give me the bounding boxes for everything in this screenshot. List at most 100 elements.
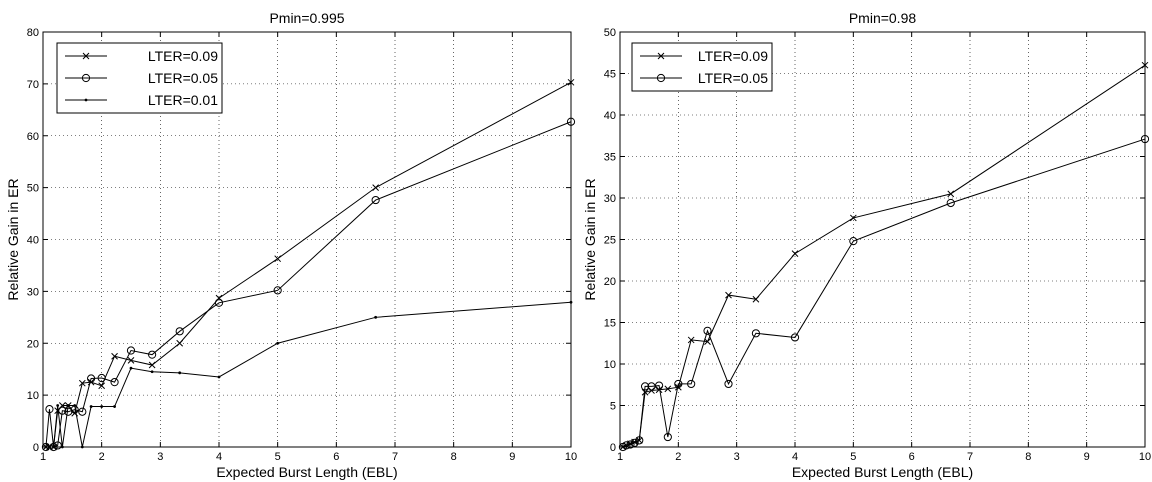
y-tick-label: 50	[604, 27, 616, 39]
series-line	[45, 81, 572, 448]
data-point	[704, 338, 711, 345]
x-axis-label: Expected Burst Length (EBL)	[792, 464, 973, 480]
x-tick-label: 9	[1084, 451, 1090, 463]
y-tick-label: 30	[604, 193, 616, 205]
legend-box	[631, 42, 773, 92]
data-point	[641, 388, 649, 396]
data-point	[127, 357, 135, 364]
chart-panel-2: 1 2 3 4 5 6 7 8 9 1005101520253035404550Pmin=0.98…	[582, 10, 1151, 480]
data-point	[129, 366, 133, 370]
x-tick-label: 8	[451, 451, 457, 463]
x-tick-label: 6	[333, 451, 339, 463]
data-point	[374, 315, 378, 319]
data-point	[60, 445, 64, 449]
data-point	[87, 374, 96, 383]
data-point	[217, 375, 221, 379]
y-axis-label: Relative Gain in ER	[582, 178, 598, 300]
y-tick-label: 40	[27, 235, 39, 247]
legend-label: LTER=0.05	[148, 70, 218, 86]
y-tick-label: 40	[604, 110, 616, 122]
data-point	[66, 404, 70, 407]
data-point	[44, 445, 48, 449]
series-LTER=0.05	[618, 134, 1150, 452]
data-point	[73, 404, 77, 407]
data-point	[214, 298, 224, 307]
data-point	[567, 78, 575, 86]
data-point	[113, 405, 116, 408]
y-tick-label: 10	[27, 390, 39, 402]
y-tick-label: 20	[604, 276, 616, 288]
series-line	[622, 64, 1146, 448]
data-point	[724, 379, 733, 389]
chart-title: Pmin=0.995	[269, 10, 344, 26]
x-axis-label: Expected Burst Length (EBL)	[216, 464, 397, 480]
data-point	[1141, 61, 1149, 69]
data-point	[947, 190, 955, 198]
data-point	[45, 405, 54, 414]
y-tick-label: 35	[604, 152, 616, 164]
data-point	[148, 350, 157, 359]
series-LTER=0.09	[42, 78, 575, 451]
legend: LTER=0.09 LTER=0.05 LTER=0.01	[56, 42, 223, 114]
x-tick-label: 10	[565, 451, 577, 463]
data-point	[725, 291, 732, 299]
x-tick-label: 4	[216, 451, 222, 463]
data-point	[674, 379, 683, 389]
data-point	[56, 404, 60, 407]
x-tick-label: 5	[850, 451, 856, 463]
data-point	[89, 405, 93, 408]
data-point	[946, 198, 955, 208]
data-point	[640, 382, 650, 391]
y-axis-label: Relative Gain in ER	[5, 178, 21, 300]
data-point	[1140, 134, 1150, 144]
legend-label: LTER=0.09	[698, 48, 768, 64]
data-point	[622, 441, 631, 450]
data-point	[80, 445, 84, 449]
x-tick-label: 8	[1025, 451, 1031, 463]
legend-label: LTER=0.01	[148, 92, 218, 108]
x-tick-label: 3	[734, 451, 740, 463]
data-point	[663, 432, 672, 442]
series-line	[45, 121, 572, 448]
series-line	[622, 138, 1146, 448]
x-tick-label: 10	[1139, 451, 1151, 463]
legend-label: LTER=0.09	[148, 48, 218, 64]
legend-label: LTER=0.05	[698, 70, 768, 86]
data-point	[274, 255, 282, 263]
data-point	[654, 381, 664, 390]
chart-title: Pmin=0.98	[849, 10, 917, 26]
series-LTER=0.05	[41, 117, 576, 452]
data-point	[78, 407, 87, 416]
y-tick-label: 80	[27, 27, 39, 39]
data-point	[148, 361, 156, 369]
x-tick-label: 9	[509, 451, 515, 463]
data-point	[52, 445, 55, 449]
data-point	[751, 329, 761, 338]
x-tick-label: 6	[909, 451, 915, 463]
data-point	[569, 300, 573, 304]
data-point	[703, 326, 712, 335]
data-point	[372, 184, 379, 191]
legend-marker	[656, 73, 666, 83]
x-tick-label: 1	[617, 451, 623, 463]
chart-panel-1: 1 2 3 4 5 6 7 8 9 10 0 10 20 30 40 50 60 70 80 Pmin=0.995 Ex…	[5, 10, 577, 480]
y-tick-label: 70	[27, 79, 39, 91]
data-point	[687, 379, 696, 389]
legend-marker	[81, 73, 91, 83]
y-tick-label: 10	[604, 359, 616, 371]
data-point	[111, 352, 118, 360]
data-point	[176, 339, 184, 347]
y-tick-label: 15	[604, 318, 616, 330]
data-point	[664, 385, 672, 393]
data-point	[371, 195, 380, 205]
data-point	[100, 405, 104, 408]
legend-marker	[84, 98, 88, 102]
data-point	[626, 440, 635, 449]
data-point	[110, 378, 119, 387]
series-LTER=0.01	[44, 300, 573, 449]
legend-marker	[82, 52, 90, 60]
x-tick-label: 2	[99, 451, 105, 463]
data-point	[655, 386, 663, 394]
x-tick-label: 1	[40, 451, 46, 463]
